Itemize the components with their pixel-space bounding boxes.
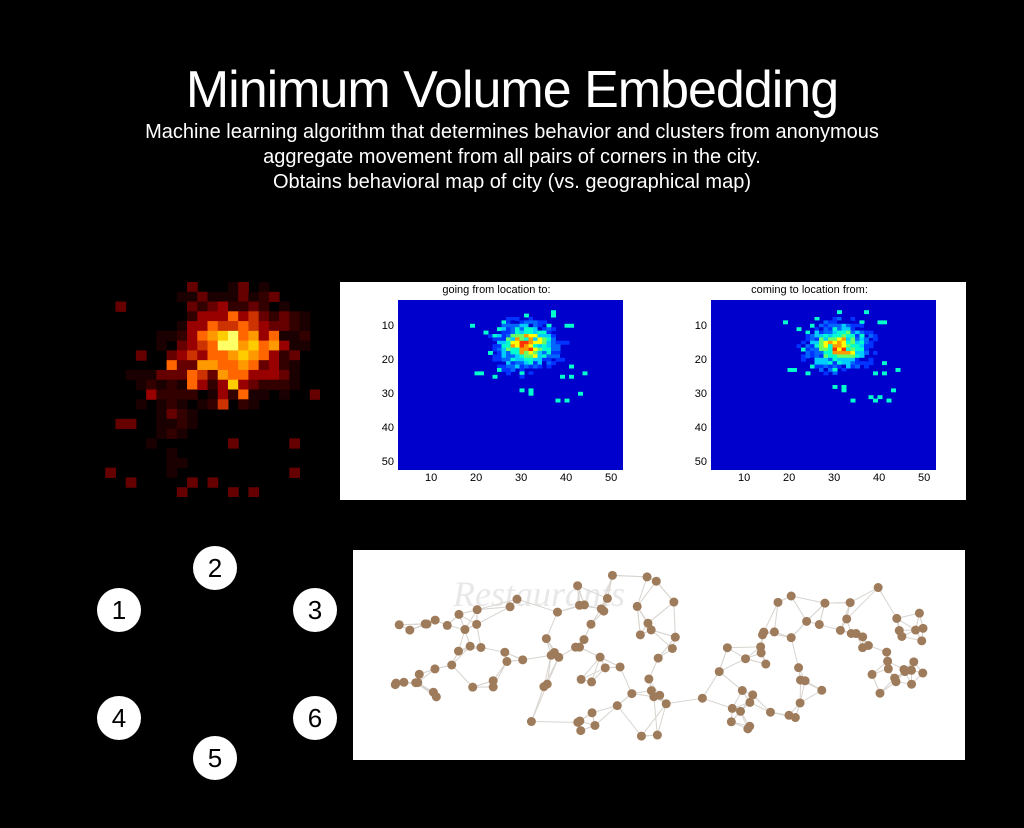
chart-plot-2 (711, 300, 936, 470)
plot-svg-2 (711, 300, 936, 470)
graph-node-5: 5 (193, 736, 237, 780)
row-2: 123456 Restaurants (75, 540, 965, 770)
page-title: Minimum Volume Embedding (0, 60, 1024, 120)
chart-pair: going from location to: 1020304050102030… (340, 282, 966, 500)
complete-graph: 123456 (75, 540, 345, 770)
page-subtitle: Machine learning algorithm that determin… (0, 120, 1024, 195)
graph-node-1: 1 (97, 588, 141, 632)
subtitle-line-1: Machine learning algorithm that determin… (0, 120, 1024, 145)
graph-node-2: 2 (193, 546, 237, 590)
network-svg: Restaurants (353, 550, 965, 760)
graph-node-4: 4 (97, 696, 141, 740)
heatmap-svg (95, 282, 320, 497)
subtitle-line-2: aggregate movement from all pairs of cor… (0, 145, 1024, 170)
fire-heatmap (95, 282, 320, 497)
chart-title-2: coming to location from: (653, 284, 966, 296)
row-1: going from location to: 1020304050102030… (95, 282, 966, 500)
plot-svg-1 (398, 300, 623, 470)
chart-coming-from: coming to location from: 102030405010203… (653, 282, 966, 500)
graph-node-6: 6 (293, 696, 337, 740)
chart-title-1: going from location to: (340, 284, 653, 296)
subtitle-line-3: Obtains behavioral map of city (vs. geog… (0, 170, 1024, 195)
chart-plot-1 (398, 300, 623, 470)
network-embedding: Restaurants (353, 550, 965, 760)
graph-node-3: 3 (293, 588, 337, 632)
chart-going-to: going from location to: 1020304050102030… (340, 282, 653, 500)
